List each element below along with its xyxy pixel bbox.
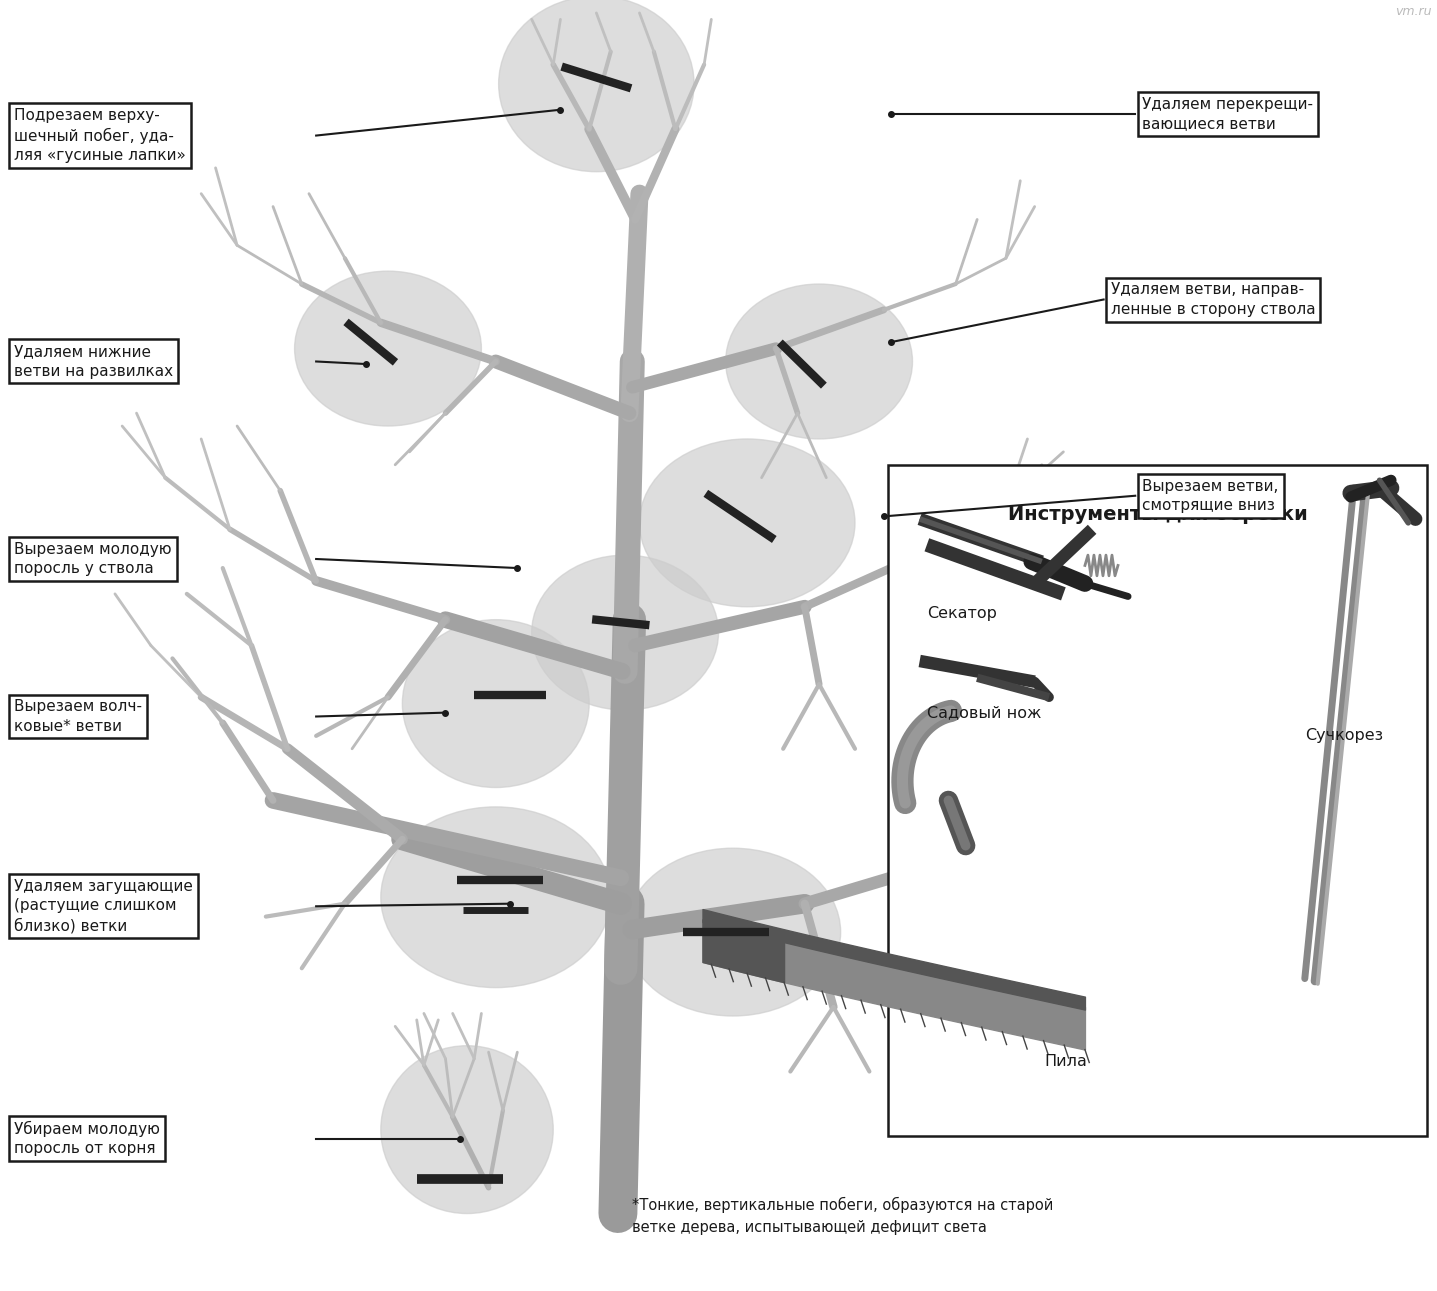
Text: Удаляем загущающие
(растущие слишком
близко) ветки: Удаляем загущающие (растущие слишком бли… xyxy=(14,879,193,933)
Ellipse shape xyxy=(639,439,855,607)
Text: Удаляем нижние
ветви на развилках: Удаляем нижние ветви на развилках xyxy=(14,345,174,378)
Ellipse shape xyxy=(381,807,611,988)
Text: Удаляем перекрещи-
вающиеся ветви: Удаляем перекрещи- вающиеся ветви xyxy=(1142,97,1313,130)
FancyBboxPatch shape xyxy=(888,465,1427,1136)
Text: Удаляем ветви, направ-
ленные в сторону ствола: Удаляем ветви, направ- ленные в сторону … xyxy=(1111,283,1315,316)
Text: Инструменты для обрезки: Инструменты для обрезки xyxy=(1007,503,1308,524)
Text: Подрезаем верху-
шечный побег, уда-
ляя «гусиные лапки»: Подрезаем верху- шечный побег, уда- ляя … xyxy=(14,108,187,163)
Ellipse shape xyxy=(625,848,841,1016)
Text: Секатор: Секатор xyxy=(927,605,997,621)
Text: Вырезаем волч-
ковые* ветви: Вырезаем волч- ковые* ветви xyxy=(14,700,142,733)
Ellipse shape xyxy=(381,1046,553,1214)
Ellipse shape xyxy=(532,555,718,710)
Text: vm.ru: vm.ru xyxy=(1395,5,1431,18)
Ellipse shape xyxy=(726,284,912,439)
Text: Садовый нож: Садовый нож xyxy=(927,705,1042,720)
Text: *Тонкие, вертикальные побеги, образуются на старой
ветке дерева, испытывающей де: *Тонкие, вертикальные побеги, образуются… xyxy=(632,1197,1053,1235)
Ellipse shape xyxy=(295,271,481,426)
Text: Вырезаем молодую
поросль у ствола: Вырезаем молодую поросль у ствола xyxy=(14,542,172,576)
Text: Сучкорез: Сучкорез xyxy=(1305,728,1382,744)
Text: Вырезаем ветви,
смотрящие вниз: Вырезаем ветви, смотрящие вниз xyxy=(1142,479,1279,513)
Ellipse shape xyxy=(402,620,589,788)
Ellipse shape xyxy=(499,0,694,172)
Text: Убираем молодую
поросль от корня: Убираем молодую поросль от корня xyxy=(14,1121,161,1157)
Text: Пила: Пила xyxy=(1045,1053,1088,1069)
